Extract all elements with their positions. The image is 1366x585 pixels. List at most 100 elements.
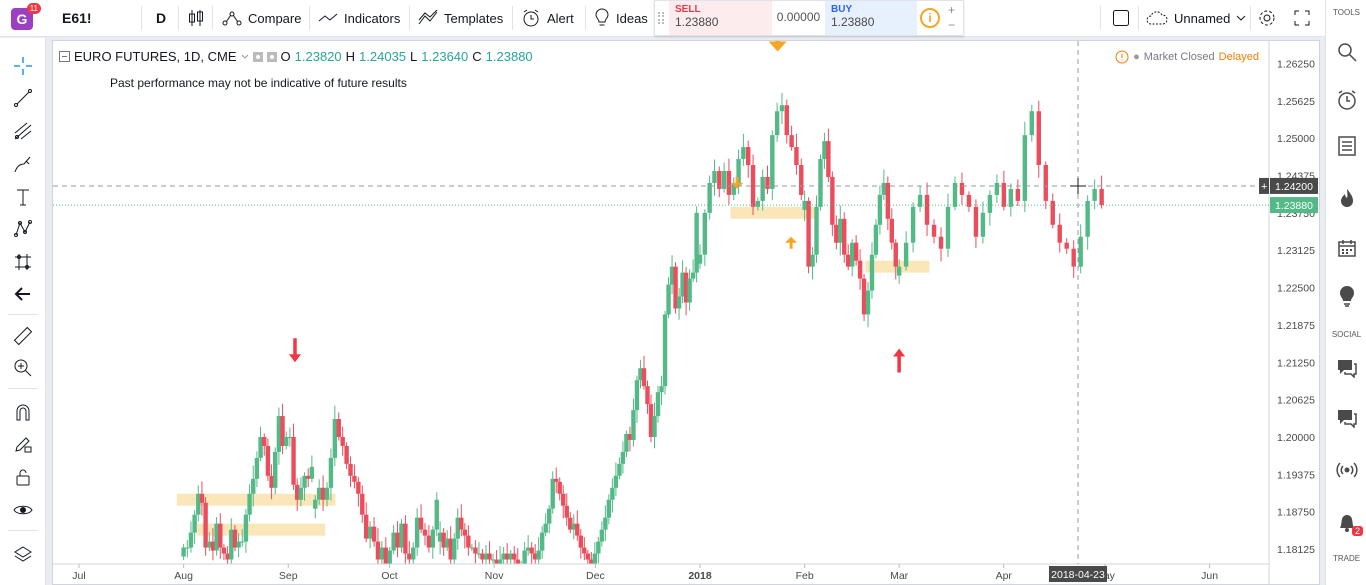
watchlist-button[interactable] <box>1335 40 1359 64</box>
calendar-button[interactable] <box>1335 236 1359 260</box>
chat-lock-icon <box>1338 410 1357 428</box>
candle-body <box>669 266 675 285</box>
candle-body <box>917 194 923 207</box>
buy-button[interactable]: BUY 1.23880 <box>825 1 917 35</box>
collapse-icon[interactable] <box>59 51 70 62</box>
trend-line-tool[interactable] <box>11 86 35 110</box>
candle-body <box>702 212 708 255</box>
chart-type-button[interactable] <box>187 0 205 36</box>
drag-handle[interactable] <box>658 12 664 24</box>
text-tool[interactable] <box>11 185 35 209</box>
candle-body <box>910 206 916 243</box>
candle-body <box>838 218 843 243</box>
alert-button[interactable]: Alert <box>521 0 574 36</box>
ideas-button[interactable]: Ideas <box>594 0 648 36</box>
sell-button[interactable]: SELL 1.23880 <box>669 1 772 35</box>
fullscreen-button[interactable] <box>1294 0 1310 36</box>
candle <box>466 525 471 556</box>
user-avatar[interactable]: G 11 <box>11 3 41 30</box>
pattern-tool[interactable] <box>11 217 35 241</box>
info-icon[interactable]: i <box>920 8 940 28</box>
candle <box>196 485 201 522</box>
price-chart[interactable]: JulAugSepOctNovDec2018FebMarAprMayJun 1.… <box>53 41 1319 584</box>
candle-body <box>1022 135 1028 201</box>
candle <box>452 533 457 565</box>
measure-tool[interactable] <box>11 324 35 348</box>
stay-in-drawing-tool[interactable] <box>11 432 35 456</box>
candle <box>316 479 322 505</box>
object-tree-tool[interactable] <box>11 543 35 567</box>
magnet-tool[interactable] <box>11 400 35 424</box>
brush-tool[interactable] <box>11 152 35 176</box>
chevron-down-icon[interactable] <box>241 54 249 60</box>
settings-button[interactable] <box>1258 0 1276 36</box>
candle-body <box>606 499 612 518</box>
candle <box>842 212 847 263</box>
hide-drawings-tool[interactable] <box>11 498 35 522</box>
candle <box>606 494 612 525</box>
candle-body <box>214 523 219 551</box>
candle <box>192 510 197 544</box>
pattern-icon <box>14 220 32 237</box>
indicators-button[interactable]: Indicators <box>318 0 400 36</box>
ideas-stream-button[interactable] <box>1335 285 1359 309</box>
lock-drawings-tool[interactable] <box>11 465 35 489</box>
prediction-tool[interactable] <box>11 250 35 274</box>
gear-icon <box>1259 10 1275 26</box>
chevron-down-icon <box>1237 15 1246 21</box>
candle-body <box>525 547 531 551</box>
candle-body <box>842 218 847 255</box>
candle-body <box>221 547 227 554</box>
symbol-search[interactable]: E61! <box>62 10 92 26</box>
candle <box>641 355 647 390</box>
symbol-title[interactable]: EURO FUTURES, 1D, CME <box>74 49 237 64</box>
candle-body <box>1043 165 1048 201</box>
top-toolbar: G 11 E61! D Compare Indicators Templates … <box>0 0 1366 37</box>
candle-body <box>589 559 594 566</box>
buy-label: BUY <box>831 4 853 15</box>
candle-body <box>529 547 534 554</box>
news-button[interactable] <box>1335 134 1359 158</box>
notifications-button[interactable]: 2 <box>1335 510 1363 536</box>
candle-body <box>515 559 520 566</box>
candle-body <box>522 550 527 566</box>
search-list-icon <box>1338 43 1357 62</box>
fullscreen-checkbox[interactable] <box>1112 0 1130 36</box>
private-chats-button[interactable] <box>1335 406 1359 430</box>
zoom-tool[interactable] <box>11 356 35 380</box>
candle-body <box>1085 200 1090 237</box>
chats-button[interactable] <box>1335 356 1359 380</box>
candle <box>849 239 855 277</box>
candle-body <box>687 278 692 303</box>
alerts-button[interactable] <box>1335 88 1359 112</box>
lightbulb-icon <box>595 8 609 26</box>
back-button[interactable] <box>11 282 35 306</box>
compare-button[interactable]: Compare <box>222 0 301 36</box>
time-tick-label: Sep <box>279 570 298 582</box>
chart-pane[interactable]: JulAugSepOctNovDec2018FebMarAprMayJun 1.… <box>52 40 1320 585</box>
price-tick-label: 1.22500 <box>1277 283 1315 295</box>
candle <box>258 426 263 462</box>
candle <box>1022 121 1028 213</box>
candle-body <box>680 272 685 297</box>
spread-value: 0.00000 <box>776 10 821 24</box>
candle-body <box>422 529 428 536</box>
templates-button[interactable]: Templates <box>418 0 503 36</box>
streams-button[interactable] <box>1335 458 1359 482</box>
crosshair-tool[interactable] <box>11 54 35 78</box>
candle-body <box>620 451 626 464</box>
hide-icon[interactable] <box>266 51 277 62</box>
candle <box>910 202 916 253</box>
hotlists-button[interactable] <box>1335 186 1359 210</box>
candle <box>210 528 216 561</box>
candle <box>221 543 227 561</box>
candle <box>262 433 267 456</box>
settings-icon[interactable] <box>252 51 263 62</box>
pitchfork-tool[interactable] <box>11 119 35 143</box>
quantity-stepper[interactable]: + − <box>948 3 956 32</box>
candle <box>624 430 629 458</box>
candle <box>207 532 212 552</box>
interval-button[interactable]: D <box>156 10 167 26</box>
candle <box>554 467 559 494</box>
layout-menu[interactable]: Unnamed <box>1146 0 1246 36</box>
